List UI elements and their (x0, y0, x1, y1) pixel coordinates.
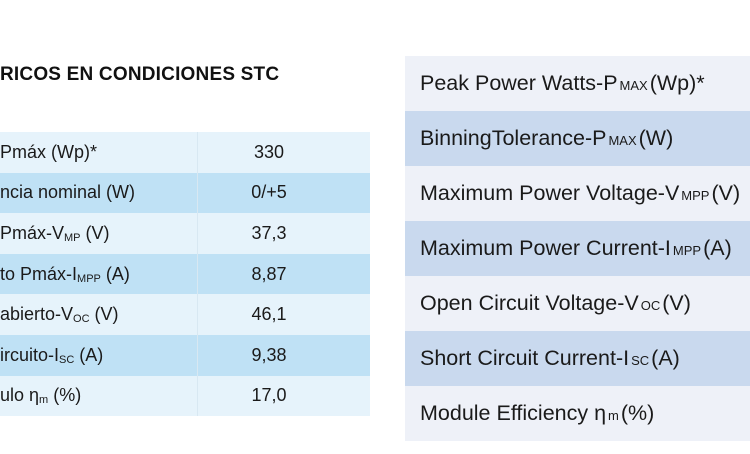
english-spec-table: Peak Power Watts-P MAX (Wp)* BinningToler… (405, 56, 750, 441)
table-row: Maximum Power Voltage-V MPP (V) (405, 166, 750, 221)
table-row: ulo ηm (%) 17,0 (0, 375, 370, 417)
spanish-table-title: RICOS EN CONDICIONES STC (0, 64, 280, 85)
table-row: BinningTolerance-P MAX (W) (405, 111, 750, 166)
table-row: Pmáx (Wp)* 330 (0, 132, 370, 173)
table-row: to Pmáx-IMPP (A) 8,87 (0, 253, 370, 295)
row-label: to Pmáx-IMPP (A) (0, 263, 130, 285)
table-row: ircuito-ISC (A) 9,38 (0, 334, 370, 376)
table-row: Short Circuit Current-I SC (A) (405, 331, 750, 386)
row-label: Pmáx-VMP (V) (0, 222, 110, 244)
row-label: Pmáx (Wp)* (0, 141, 98, 162)
row-label: abierto-VOC (V) (0, 304, 119, 326)
table-row: Open Circuit Voltage-V OC (V) (405, 276, 750, 331)
row-value: 37,3 (197, 213, 370, 254)
table-row: ncia nominal (W) 0/+5 (0, 172, 370, 214)
table-row: Peak Power Watts-P MAX (Wp)* (405, 56, 750, 111)
table-row: Pmáx-VMP (V) 37,3 (0, 213, 370, 254)
row-value: 46,1 (197, 294, 370, 335)
row-value: 8,87 (197, 253, 370, 295)
row-value: 9,38 (197, 334, 370, 376)
table-row: Maximum Power Current-I MPP (A) (405, 221, 750, 276)
row-value: 17,0 (197, 375, 370, 417)
row-value: 330 (197, 132, 370, 173)
row-label: ulo ηm (%) (0, 385, 82, 407)
row-label: ircuito-ISC (A) (0, 344, 104, 366)
table-row: abierto-VOC (V) 46,1 (0, 294, 370, 335)
row-value: 0/+5 (197, 172, 370, 214)
row-label: ncia nominal (W) (0, 182, 136, 203)
spanish-spec-table: Pmáx (Wp)* 330 ncia nominal (W) 0/+5 Pmá… (0, 132, 370, 417)
